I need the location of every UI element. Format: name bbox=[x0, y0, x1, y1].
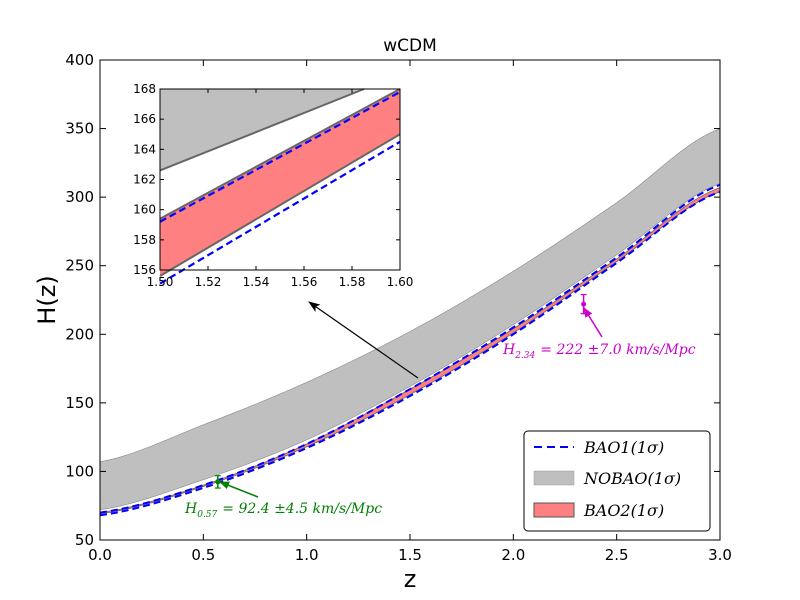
inset-y-tick-label: 158 bbox=[133, 233, 156, 247]
legend-label-bao2: BAO2(1σ) bbox=[583, 501, 664, 520]
inset-x-tick-label: 1.50 bbox=[147, 275, 174, 289]
legend-label-bao2-sigma: (1σ) bbox=[631, 501, 665, 520]
y-tick-label: 250 bbox=[65, 257, 94, 275]
inset-x-tick-label: 1.58 bbox=[339, 275, 366, 289]
arrow-h234 bbox=[583, 307, 603, 338]
data-point bbox=[581, 301, 587, 307]
legend-label-bao1-base: BAO1 bbox=[583, 438, 631, 457]
annotation-h057-sub: 0.57 bbox=[197, 510, 217, 520]
inset-ticks: 1.50 1.52 1.54 1.56 1.58 1.60 156 158 160 162 164 1… bbox=[133, 82, 413, 289]
inset-y-tick-label: 166 bbox=[133, 112, 156, 126]
y-tick-label: 150 bbox=[65, 394, 94, 412]
legend-label-bao1: BAO1(1σ) bbox=[583, 438, 664, 457]
y-tick-label: 300 bbox=[65, 188, 94, 206]
inset-bao2-upper-edge bbox=[159, 88, 401, 220]
legend: BAO1(1σ) NOBAO(1σ) BAO2(1σ) bbox=[523, 430, 711, 532]
inset-y-tick-label: 156 bbox=[133, 263, 156, 277]
x-tick-label: 2.5 bbox=[605, 546, 629, 564]
legend-label-nobao-base: NOBAO bbox=[583, 469, 648, 488]
legend-swatch-bao2 bbox=[533, 502, 575, 518]
y-axis-label: H(z) bbox=[33, 275, 61, 324]
y-tick-label: 100 bbox=[65, 462, 94, 480]
annotation-h057-text: = 92.4 ±4.5 km/s/Mpc bbox=[222, 501, 382, 517]
legend-swatch-nobao bbox=[533, 470, 575, 486]
legend-label-bao2-base: BAO2 bbox=[583, 501, 631, 520]
y-tick-label: 350 bbox=[65, 120, 94, 138]
annotation-h234-sub: 2.34 bbox=[514, 351, 535, 361]
inset-series-group bbox=[159, 88, 401, 285]
main-ticks: 0.0 0.5 1.0 1.5 2.0 2.5 3.0 50 100 150 200 250 300 35… bbox=[65, 51, 732, 564]
bao1-lower-line bbox=[99, 190, 721, 517]
inset-x-tick-label: 1.52 bbox=[195, 275, 222, 289]
inset-bao1-lower-line bbox=[159, 140, 401, 285]
x-tick-label: 2.0 bbox=[501, 546, 525, 564]
inset-x-tick-label: 1.60 bbox=[387, 275, 414, 289]
x-tick-label: 0.5 bbox=[191, 546, 215, 564]
x-tick-label: 3.0 bbox=[708, 546, 732, 564]
data-point bbox=[215, 479, 221, 485]
x-tick-label: 1.5 bbox=[398, 546, 422, 564]
inset-y-tick-label: 164 bbox=[133, 142, 156, 156]
y-tick-label: 400 bbox=[65, 51, 94, 69]
inset-bao1-upper-line bbox=[159, 91, 401, 223]
x-tick-label: 1.0 bbox=[295, 546, 319, 564]
inset-y-tick-label: 160 bbox=[133, 203, 156, 217]
chart-title: wCDM bbox=[383, 36, 437, 56]
x-axis-label: z bbox=[404, 565, 417, 593]
inset-y-tick-label: 168 bbox=[133, 82, 156, 96]
arrow-h057 bbox=[219, 481, 259, 498]
legend-label-nobao-sigma: (1σ) bbox=[648, 469, 682, 488]
annotation-h234: H2.34 = 222 ±7.0 km/s/Mpc bbox=[502, 342, 696, 361]
bao1-upper-line bbox=[99, 183, 721, 514]
inset-zoom-arrow bbox=[308, 301, 419, 379]
inset-bao2-lower-edge bbox=[159, 133, 401, 277]
inset-x-tick-label: 1.56 bbox=[291, 275, 318, 289]
inset-y-tick-label: 162 bbox=[133, 173, 156, 187]
annotation-h057-prefix: H bbox=[184, 501, 198, 517]
y-tick-label: 50 bbox=[75, 531, 94, 549]
inset-bao2-band bbox=[160, 89, 400, 277]
annotation-h234-prefix: H bbox=[502, 342, 516, 358]
y-tick-label: 200 bbox=[65, 325, 94, 343]
inset-nobao-edge bbox=[159, 88, 365, 172]
legend-label-nobao: NOBAO(1σ) bbox=[583, 469, 681, 488]
x-tick-label: 0.0 bbox=[88, 546, 112, 564]
legend-label-bao1-sigma: (1σ) bbox=[631, 438, 665, 457]
annotation-h057: H0.57 = 92.4 ±4.5 km/s/Mpc bbox=[184, 501, 382, 520]
annotation-h234-text: = 222 ±7.0 km/s/Mpc bbox=[540, 342, 695, 358]
inset-x-tick-label: 1.54 bbox=[243, 275, 270, 289]
data-points-group bbox=[214, 293, 587, 489]
